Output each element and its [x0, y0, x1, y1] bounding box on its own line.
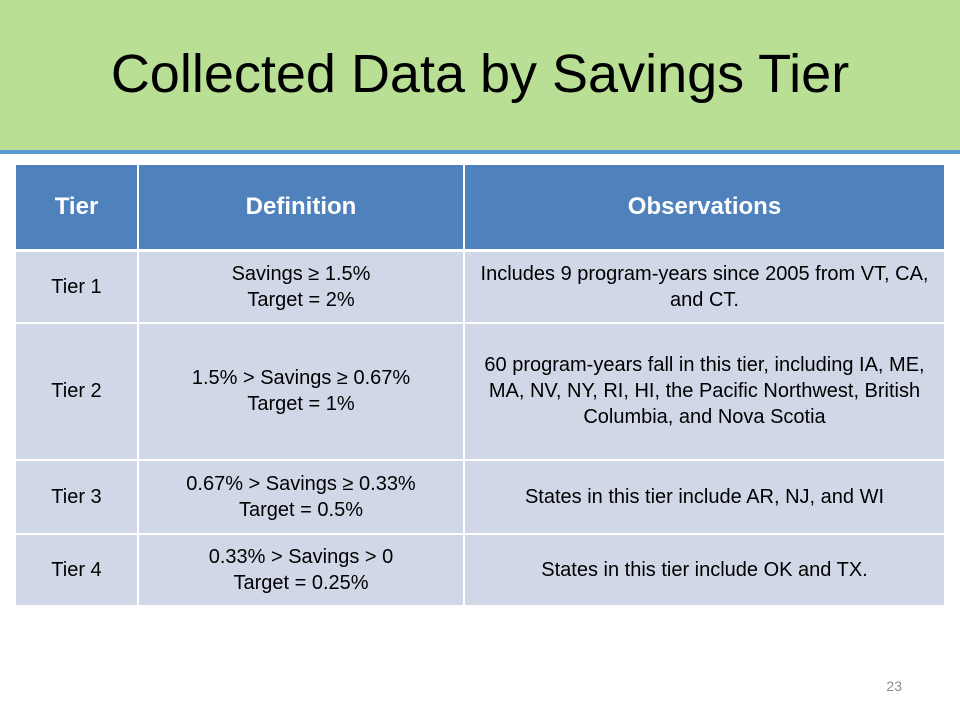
observations-cell: 60 program-years fall in this tier, incl… [464, 322, 944, 461]
tier-cell: Tier 1 [16, 250, 139, 324]
title-band [0, 0, 960, 150]
definition-target: Target = 0.25% [233, 571, 369, 594]
definition-cell: Savings ≥ 1.5% Target = 2% [138, 250, 465, 324]
savings-tier-table: Tier Definition Observations Tier 1 Savi… [16, 165, 944, 607]
observations-cell: Includes 9 program-years since 2005 from… [464, 250, 944, 324]
definition-cell: 0.67% > Savings ≥ 0.33% Target = 0.5% [138, 459, 465, 535]
definition-target: Target = 1% [247, 393, 355, 415]
slide-number: 23 [886, 678, 902, 694]
table-row: Tier 1 Savings ≥ 1.5% Target = 2% Includ… [16, 250, 944, 324]
slide-title: Collected Data by Savings Tier [110, 44, 850, 104]
definition-condition: 1.5% > Savings ≥ 0.67% [191, 367, 411, 389]
table-row: Tier 4 0.33% > Savings > 0 Target = 0.25… [16, 533, 944, 607]
definition-cell: 0.33% > Savings > 0 Target = 0.25% [138, 533, 465, 607]
header-observations: Observations [464, 165, 944, 252]
definition-condition: 0.33% > Savings > 0 [208, 545, 394, 568]
tier-cell: Tier 3 [16, 459, 139, 535]
tier-cell: Tier 4 [16, 533, 139, 607]
table-row: Tier 3 0.67% > Savings ≥ 0.33% Target = … [16, 459, 944, 535]
definition-cell: 1.5% > Savings ≥ 0.67% Target = 1% [138, 322, 465, 461]
definition-condition: 0.67% > Savings ≥ 0.33% [186, 472, 416, 495]
header-definition: Definition [138, 165, 465, 252]
table-header-row: Tier Definition Observations [16, 165, 944, 252]
observations-cell: States in this tier include AR, NJ, and … [464, 459, 944, 535]
definition-target: Target = 2% [247, 288, 355, 311]
observations-cell: States in this tier include OK and TX. [464, 533, 944, 607]
header-tier: Tier [16, 165, 139, 252]
table-row: Tier 2 1.5% > Savings ≥ 0.67% Target = 1… [16, 322, 944, 461]
tier-cell: Tier 2 [16, 322, 139, 461]
title-divider [0, 150, 960, 154]
definition-target: Target = 0.5% [239, 498, 363, 521]
definition-condition: Savings ≥ 1.5% [231, 262, 371, 285]
